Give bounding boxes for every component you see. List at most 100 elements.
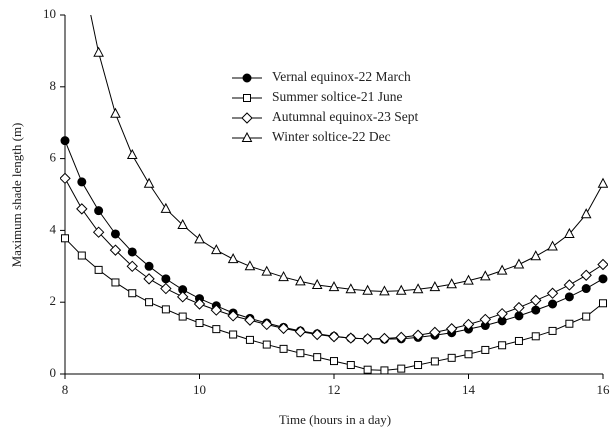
marker [93, 46, 104, 57]
y-tick-label: 2 [50, 293, 57, 308]
y-tick-label: 8 [50, 78, 57, 93]
marker [548, 299, 558, 309]
marker [244, 260, 256, 271]
marker [261, 265, 273, 276]
marker [414, 361, 423, 370]
marker [379, 285, 390, 296]
marker [229, 330, 238, 339]
marker [261, 318, 273, 331]
marker [563, 279, 576, 291]
marker [582, 312, 591, 321]
marker [378, 332, 391, 345]
marker [110, 229, 120, 239]
marker [77, 251, 86, 260]
legend-marker [241, 112, 253, 124]
marker [445, 323, 458, 335]
marker [463, 274, 474, 285]
marker [111, 278, 120, 287]
marker [363, 365, 372, 374]
marker [176, 291, 189, 303]
marker [513, 258, 525, 269]
marker [195, 319, 204, 328]
marker [92, 226, 105, 238]
marker [294, 325, 307, 338]
marker [126, 260, 138, 273]
marker [160, 282, 172, 295]
marker [412, 283, 424, 294]
marker [446, 278, 458, 289]
series-line [90, 15, 604, 292]
marker [429, 281, 441, 292]
x-tick-label: 10 [193, 382, 206, 397]
marker [395, 284, 407, 295]
marker [161, 274, 171, 284]
marker [94, 206, 104, 216]
marker [193, 298, 206, 310]
marker [77, 177, 87, 187]
marker [597, 258, 608, 271]
marker [210, 304, 223, 316]
marker [126, 148, 138, 160]
marker [481, 345, 490, 354]
marker [498, 341, 507, 350]
marker [194, 233, 205, 244]
marker [262, 340, 271, 349]
marker [599, 299, 607, 308]
marker [531, 332, 540, 341]
marker [311, 278, 323, 289]
marker [380, 366, 389, 375]
marker [345, 283, 357, 294]
marker [328, 281, 340, 292]
legend-label: Vernal equinox-22 March [272, 69, 411, 84]
marker [530, 250, 542, 261]
marker [61, 234, 69, 243]
marker [128, 289, 137, 298]
x-axis-label: Time (hours in a day) [279, 412, 391, 427]
marker [143, 177, 155, 188]
marker [479, 313, 492, 326]
legend-marker [243, 94, 251, 102]
marker [210, 244, 222, 255]
marker [362, 284, 373, 295]
x-tick-label: 8 [62, 382, 69, 397]
marker [60, 136, 70, 146]
marker [277, 322, 290, 335]
marker [496, 307, 508, 320]
marker [462, 318, 475, 331]
marker [397, 364, 406, 373]
marker [580, 269, 592, 281]
marker [244, 314, 256, 326]
marker [160, 202, 172, 213]
marker [580, 208, 592, 219]
legend-label: Summer soltice-21 June [272, 89, 402, 104]
y-tick-label: 0 [50, 365, 57, 380]
y-axis-label: Maximum shade length (m) [9, 123, 24, 268]
marker [412, 329, 424, 341]
marker [279, 344, 288, 353]
marker [144, 261, 154, 271]
marker [143, 273, 155, 285]
marker [430, 357, 439, 366]
marker [514, 336, 523, 345]
marker [178, 312, 187, 321]
marker [110, 107, 121, 118]
marker [447, 353, 456, 362]
y-tick-label: 10 [43, 6, 56, 21]
marker [581, 284, 591, 294]
x-tick-label: 12 [328, 382, 341, 397]
marker [245, 335, 254, 344]
x-tick-label: 14 [462, 382, 476, 397]
legend-label: Autumnal equinox-23 Sept [272, 109, 418, 124]
legend-marker [242, 73, 252, 83]
marker [429, 326, 441, 339]
marker [598, 274, 608, 284]
marker [278, 271, 289, 282]
marker [513, 301, 525, 314]
marker [212, 325, 221, 334]
marker [76, 203, 88, 215]
marker [548, 326, 557, 335]
marker [227, 310, 239, 322]
marker [161, 305, 170, 314]
marker [547, 240, 558, 251]
